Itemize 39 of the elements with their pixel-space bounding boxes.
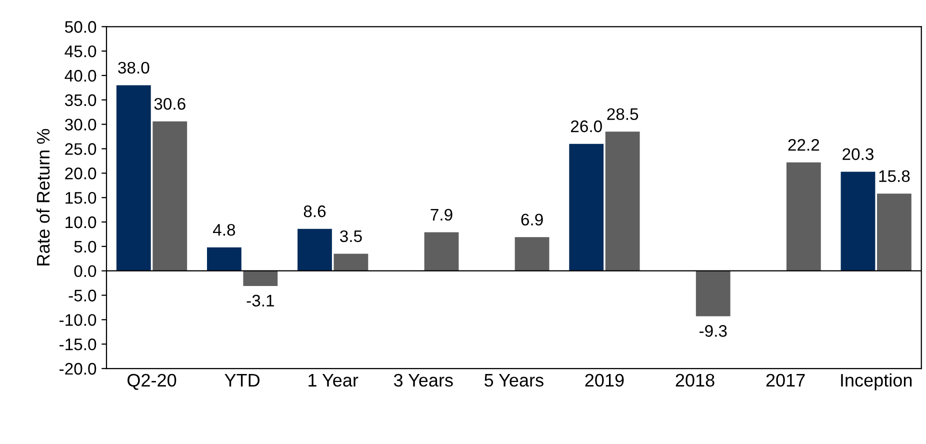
- data-label: 4.8: [212, 224, 236, 236]
- data-label: 20.3: [842, 148, 874, 160]
- y-tick-label: -15.0: [60, 338, 96, 350]
- y-tick-label: 50.0: [65, 21, 96, 33]
- y-tick-label: 0.0: [74, 265, 96, 278]
- data-label: 30.6: [154, 98, 186, 110]
- x-tick-label: Q2-20: [128, 374, 176, 390]
- y-tick-label: -5.0: [68, 290, 96, 302]
- y-tick-label: 40.0: [64, 70, 96, 82]
- x-tick-label: 1 Year: [308, 374, 358, 387]
- data-label: 26.0: [570, 120, 602, 132]
- data-label: 6.9: [521, 214, 543, 226]
- x-tick-label: 3 Years: [394, 374, 453, 387]
- y-tick-label: 25.0: [65, 143, 96, 155]
- y-tick-label: -20.0: [60, 362, 96, 375]
- x-tick-label: 2017: [766, 374, 805, 387]
- data-label: 8.6: [304, 205, 326, 218]
- x-tick-label: 2018: [676, 374, 714, 387]
- data-label: 22.2: [788, 138, 820, 151]
- y-tick-label: 30.0: [64, 118, 96, 131]
- y-axis-title: Rate of Return %: [36, 128, 50, 266]
- data-label: 7.9: [430, 208, 452, 221]
- data-label: 15.8: [879, 170, 910, 182]
- y-tick-label: -10.0: [60, 314, 96, 326]
- data-label: -9.3: [700, 325, 727, 337]
- y-tick-label: 5.0: [74, 240, 96, 253]
- data-label: 3.5: [340, 230, 362, 242]
- x-tick-label: Inception: [841, 373, 912, 390]
- data-label: 38.0: [118, 62, 150, 74]
- y-tick-label: 45.0: [64, 45, 96, 58]
- y-tick-label: 15.0: [66, 192, 96, 204]
- y-tick-label: 20.0: [65, 168, 96, 180]
- data-label: 28.5: [607, 108, 638, 120]
- y-tick-label: 10.0: [66, 216, 96, 228]
- y-tick-label: 35.0: [64, 94, 96, 106]
- x-tick-label: 5 Years: [484, 374, 544, 387]
- x-tick-label: YTD: [224, 374, 260, 386]
- x-tick-label: 2019: [585, 374, 624, 387]
- data-label: -3.1: [246, 294, 274, 307]
